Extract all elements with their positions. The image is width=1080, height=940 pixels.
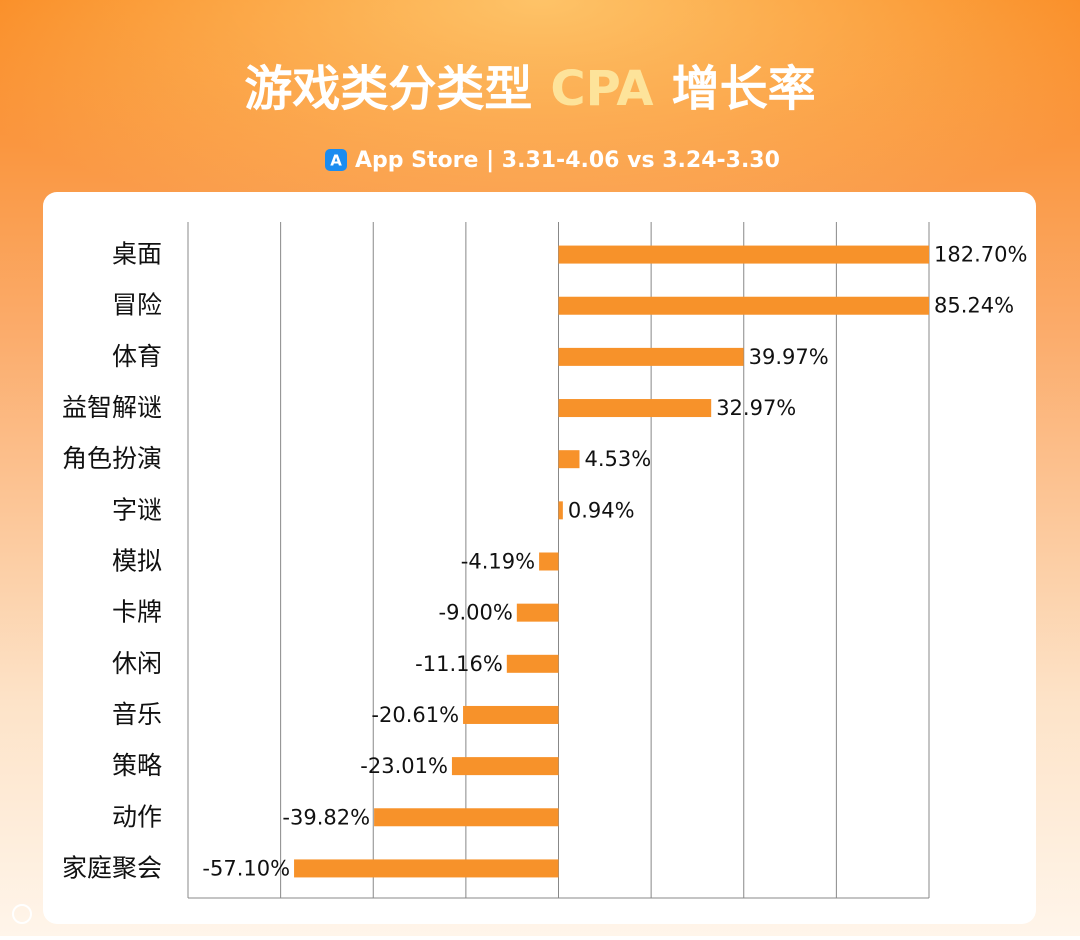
y-tick-label: 益智解谜 xyxy=(62,393,162,422)
y-tick-label: 字谜 xyxy=(112,495,162,524)
title-part: 增长率 xyxy=(672,61,816,117)
value-label: -20.61% xyxy=(371,703,459,727)
y-tick-label: 角色扮演 xyxy=(62,444,162,473)
value-label: -23.01% xyxy=(360,754,448,778)
watermark: 大数跨境 xyxy=(52,901,140,927)
bar xyxy=(559,399,712,417)
value-label: 32.97% xyxy=(716,396,796,420)
chart-title: 游戏类分类型 CPA 增长率 xyxy=(244,61,815,117)
y-tick-label: 卡牌 xyxy=(112,598,162,627)
bar xyxy=(374,808,558,826)
bar xyxy=(463,706,558,724)
y-tick-label: 家庭聚会 xyxy=(62,853,162,882)
y-tick-label: 桌面 xyxy=(112,240,162,269)
y-tick-label: 体育 xyxy=(112,342,162,371)
value-label: 182.70% xyxy=(934,243,1027,267)
value-label: 39.97% xyxy=(749,345,829,369)
value-label: 4.53% xyxy=(584,447,651,471)
bar xyxy=(559,297,954,315)
value-label: 0.94% xyxy=(568,498,635,522)
y-tick-label: 休闲 xyxy=(112,649,162,678)
title-part: 游戏类分类型 xyxy=(244,61,532,117)
y-tick-label: 模拟 xyxy=(112,547,162,576)
bar xyxy=(507,655,559,673)
value-label: -9.00% xyxy=(439,601,513,625)
bar xyxy=(452,757,559,775)
y-tick-label: 策略 xyxy=(112,751,162,780)
bar xyxy=(559,348,744,366)
bar xyxy=(559,501,563,519)
value-label: -39.82% xyxy=(282,805,370,829)
bar xyxy=(517,604,559,622)
subtitle: App Store | 3.31-4.06 vs 3.24-3.30 xyxy=(355,148,780,173)
y-tick-label: 动作 xyxy=(112,802,162,831)
app-store-glyph: A xyxy=(330,152,342,170)
value-label: -57.10% xyxy=(202,856,290,880)
title-highlight: CPA xyxy=(550,61,653,117)
bar xyxy=(539,553,558,571)
value-label: -4.19% xyxy=(461,550,535,574)
bar xyxy=(559,450,580,468)
value-label: -11.16% xyxy=(415,652,503,676)
y-tick-label: 冒险 xyxy=(112,291,162,320)
bar xyxy=(294,859,558,877)
y-tick-label: 音乐 xyxy=(112,700,162,729)
value-label: 85.24% xyxy=(934,294,1014,318)
